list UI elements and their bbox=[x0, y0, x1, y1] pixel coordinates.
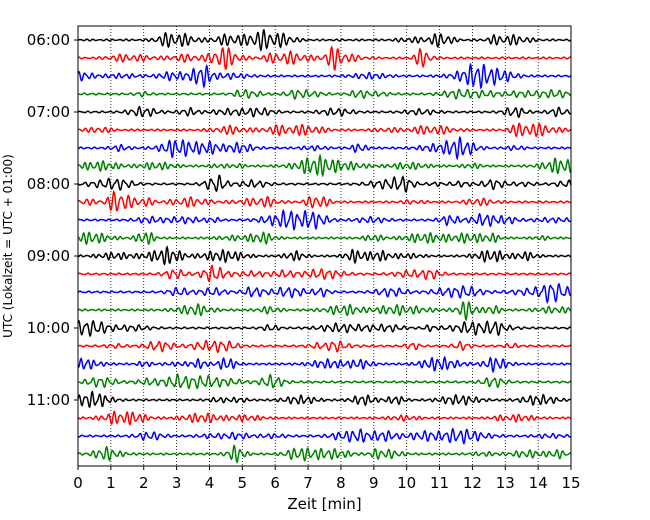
x-axis-ticks: 0 1 2 3 4 5 6 7 8 9 10 11 12 13 14 15 bbox=[73, 466, 581, 492]
y-tick-label: 09:00 bbox=[27, 247, 70, 265]
trace-line bbox=[77, 62, 572, 90]
x-tick-label: 15 bbox=[561, 474, 580, 492]
x-tick-label: 7 bbox=[303, 474, 313, 492]
x-tick-label: 11 bbox=[430, 474, 449, 492]
y-tick-label: 08:00 bbox=[27, 175, 70, 193]
plot-frame bbox=[77, 25, 572, 467]
x-tick-label: 3 bbox=[172, 474, 182, 492]
trace-line bbox=[77, 339, 572, 354]
trace-line bbox=[77, 231, 572, 246]
trace-line bbox=[77, 444, 572, 464]
x-tick-label: 5 bbox=[238, 474, 248, 492]
y-axis-ticks: 06:00 07:00 08:00 09:00 10:00 11:00 bbox=[27, 31, 78, 409]
trace-line bbox=[77, 372, 572, 390]
trace-line bbox=[77, 410, 572, 426]
x-tick-label: 0 bbox=[73, 474, 83, 492]
trace-line bbox=[77, 427, 572, 445]
trace-line bbox=[77, 390, 572, 409]
trace-series bbox=[77, 29, 572, 464]
x-tick-label: 8 bbox=[336, 474, 346, 492]
x-tick-label: 6 bbox=[270, 474, 280, 492]
trace-line bbox=[77, 88, 572, 101]
y-tick-label: 06:00 bbox=[27, 31, 70, 49]
x-tick-label: 1 bbox=[106, 474, 116, 492]
grid-lines bbox=[110, 26, 539, 466]
x-axis-label: Zeit [min] bbox=[287, 495, 361, 513]
y-axis-label: UTC (Lokalzeit = UTC + 01:00) bbox=[1, 154, 15, 338]
x-tick-label: 9 bbox=[369, 474, 379, 492]
trace-line bbox=[77, 319, 572, 338]
trace-line bbox=[77, 105, 572, 118]
x-tick-label: 14 bbox=[529, 474, 548, 492]
trace-line bbox=[77, 153, 572, 178]
trace-line bbox=[77, 174, 572, 193]
trace-line bbox=[77, 355, 572, 374]
y-tick-label: 11:00 bbox=[27, 391, 70, 409]
y-tick-label: 07:00 bbox=[27, 103, 70, 121]
trace-line bbox=[77, 300, 572, 322]
trace-line bbox=[77, 189, 572, 213]
trace-line bbox=[77, 135, 572, 161]
x-tick-label: 10 bbox=[397, 474, 416, 492]
trace-line bbox=[77, 29, 572, 52]
trace-line bbox=[77, 45, 572, 72]
x-tick-label: 13 bbox=[496, 474, 515, 492]
x-tick-label: 12 bbox=[463, 474, 482, 492]
trace-line bbox=[77, 264, 572, 283]
trace-line bbox=[77, 122, 572, 138]
trace-line bbox=[77, 282, 572, 304]
x-tick-label: 2 bbox=[139, 474, 149, 492]
trace-line bbox=[77, 245, 572, 266]
trace-line bbox=[77, 208, 572, 232]
x-tick-label: 4 bbox=[205, 474, 215, 492]
y-tick-label: 10:00 bbox=[27, 319, 70, 337]
